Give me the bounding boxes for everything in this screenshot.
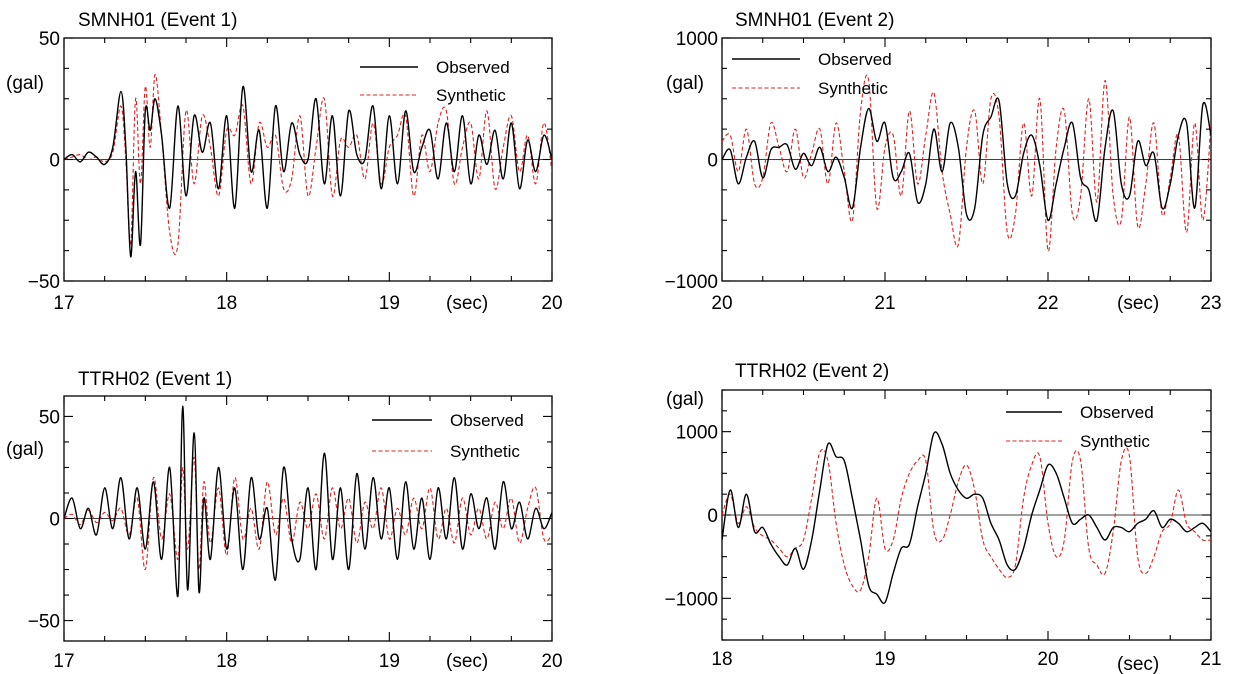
y-tick-label: 1000 xyxy=(676,29,718,50)
x-tick-label: 18 xyxy=(216,651,237,672)
chart-title: SMNH01 (Event 2) xyxy=(735,10,894,31)
y-tick-label: −50 xyxy=(28,272,60,293)
chart-title: TTRH02 (Event 1) xyxy=(78,369,232,390)
x-tick-label: 23 xyxy=(1200,293,1221,314)
x-tick-label: 20 xyxy=(541,651,562,672)
x-axis-unit: (sec) xyxy=(446,651,488,672)
x-tick-label: 21 xyxy=(874,293,895,314)
y-axis-unit: (gal) xyxy=(6,439,44,460)
x-tick-label: 18 xyxy=(711,649,732,670)
y-axis-unit: (gal) xyxy=(666,73,704,94)
x-axis-unit: (sec) xyxy=(1117,654,1159,674)
x-axis-unit: (sec) xyxy=(1117,293,1159,314)
x-tick-label: 20 xyxy=(1037,649,1058,670)
y-tick-label: 0 xyxy=(49,151,60,172)
legend-synthetic-label: Synthetic xyxy=(436,86,506,105)
x-axis-unit: (sec) xyxy=(446,293,488,314)
legend-synthetic-label: Synthetic xyxy=(818,79,888,98)
legend-synthetic-label: Synthetic xyxy=(450,442,520,461)
legend: Observed Synthetic xyxy=(372,411,524,461)
x-tick-label: 18 xyxy=(216,293,237,314)
series-traces xyxy=(64,405,552,597)
x-tick-label: 21 xyxy=(1200,649,1221,670)
synthetic-series-line xyxy=(64,73,552,255)
y-tick-label: −1000 xyxy=(665,589,718,610)
y-tick-label: 0 xyxy=(707,151,718,172)
legend: Observed Synthetic xyxy=(732,50,892,98)
y-axis-unit: (gal) xyxy=(6,73,44,94)
observed-series-line xyxy=(64,405,552,597)
x-tick-label: 19 xyxy=(379,651,400,672)
y-tick-label: 0 xyxy=(49,510,60,531)
legend: Observed Synthetic xyxy=(360,58,510,105)
synthetic-series-line xyxy=(722,74,1211,252)
chart-title: SMNH01 (Event 1) xyxy=(78,10,237,31)
y-tick-label: 1000 xyxy=(676,423,718,444)
y-tick-label: 50 xyxy=(39,29,60,50)
x-tick-label: 17 xyxy=(53,651,74,672)
series-traces xyxy=(64,73,552,258)
synthetic-series-line xyxy=(722,447,1211,593)
series-traces xyxy=(722,431,1211,604)
observed-series-line xyxy=(722,431,1211,604)
y-tick-label: −1000 xyxy=(665,272,718,293)
x-tick-label: 19 xyxy=(874,649,895,670)
legend: Observed Synthetic xyxy=(1006,403,1154,451)
y-tick-label: 50 xyxy=(39,407,60,428)
x-tick-label: 17 xyxy=(53,293,74,314)
chart-panel-3: TTRH02 (Event 1) 17 18 19 20 50 0 −50 (gal) (sec)… xyxy=(6,369,563,672)
legend-observed-label: Observed xyxy=(450,411,524,430)
series-traces xyxy=(722,74,1211,252)
x-tick-label: 19 xyxy=(379,293,400,314)
observed-series-line xyxy=(64,85,552,258)
y-axis-unit: (gal) xyxy=(666,389,704,410)
legend-synthetic-label: Synthetic xyxy=(1080,432,1150,451)
chart-panel-2: SMNH01 (Event 2) 20 21 22 23 1000 0 −1000 (gal) (… xyxy=(665,10,1222,314)
synthetic-series-line xyxy=(64,456,552,571)
observed-series-line xyxy=(722,97,1211,222)
legend-observed-label: Observed xyxy=(818,50,892,69)
x-tick-label: 20 xyxy=(541,293,562,314)
chart-panel-4: TTRH02 (Event 2) 18 19 20 21 1000 0 −1000 (gal) (… xyxy=(665,361,1222,674)
y-tick-label: 0 xyxy=(707,506,718,527)
legend-observed-label: Observed xyxy=(1080,403,1154,422)
y-tick-label: −50 xyxy=(28,612,60,633)
x-tick-label: 22 xyxy=(1037,293,1058,314)
x-tick-label: 20 xyxy=(711,293,732,314)
chart-title: TTRH02 (Event 2) xyxy=(735,361,889,382)
chart-panel-1: SMNH01 (Event 1) 17 18 19 20 50 0 −50 (gal) (sec)… xyxy=(6,10,563,314)
legend-observed-label: Observed xyxy=(436,58,510,77)
